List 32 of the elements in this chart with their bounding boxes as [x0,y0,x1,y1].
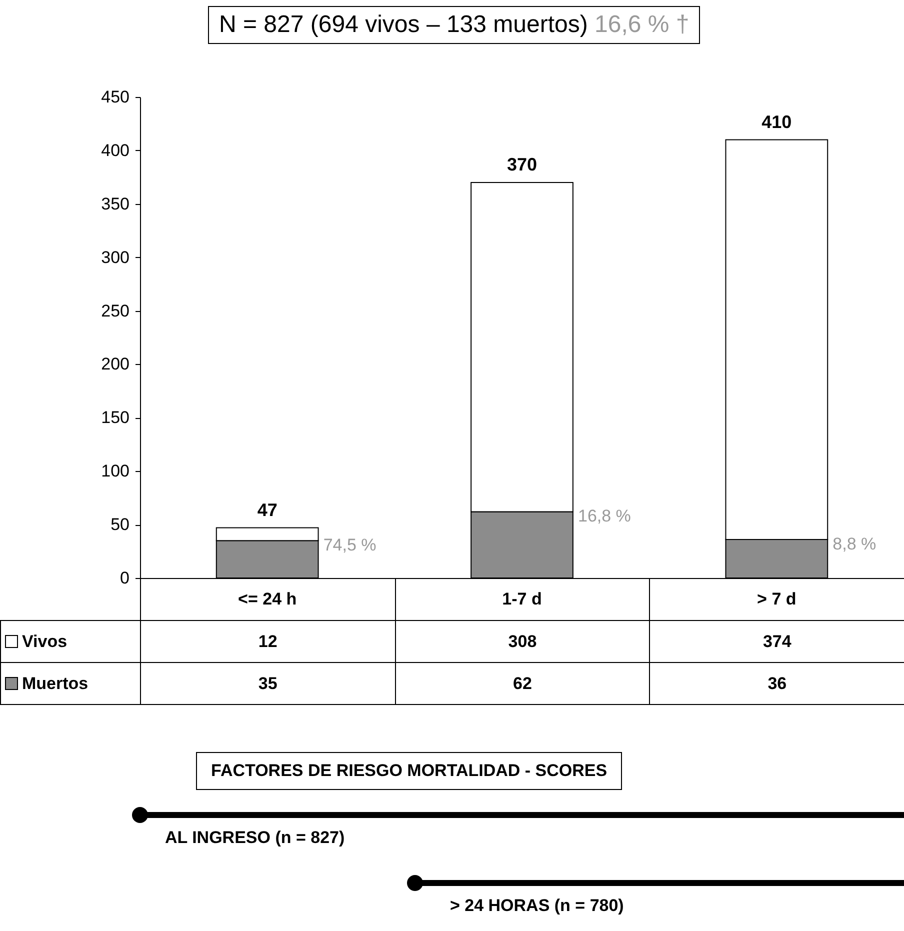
y-tick-label: 150 [101,408,130,428]
y-tick-label: 300 [101,248,130,267]
text: AL INGRESO (n = 827) [165,828,345,848]
text: > 24 HORAS (n = 780) [450,896,624,916]
total-label: 47 [257,500,278,520]
data-label: 35 [140,662,396,705]
legend-label: Muertos [22,674,88,694]
data-label: 36 [649,662,904,705]
legend-label: Vivos [22,632,68,652]
data-label: 12 [140,620,396,663]
total-label: 370 [506,154,538,175]
total-label: 410 [762,112,792,132]
x-tick-label: <= 24 h [238,590,297,608]
y-tick-label: 50 [110,515,130,534]
chart-title: N = 827 (694 vivos – 133 muertos) [219,11,588,38]
data-label: 308 [394,620,650,663]
y-tick-label: 200 [101,354,130,374]
annotation: 74,5 % [323,536,376,555]
annotation: 8,8 % [832,534,876,554]
data-label: 62 [394,662,650,705]
annotation: 16,8 % [578,506,631,526]
x-tick-label: > 7 d [757,590,796,608]
y-tick-label: 350 [101,194,130,214]
chart-subtitle: 16,6 % † [594,11,690,38]
y-tick-label: 400 [101,140,130,160]
data-label: 374 [649,620,904,663]
y-tick-label: 450 [101,88,130,106]
y-tick-label: 100 [101,462,130,481]
text: FACTORES DE RIESGO MORTALIDAD - SCORES [196,752,622,790]
x-tick-label: 1-7 d [502,590,542,608]
y-tick-label: 250 [101,301,130,320]
y-tick-label: 0 [120,568,130,588]
